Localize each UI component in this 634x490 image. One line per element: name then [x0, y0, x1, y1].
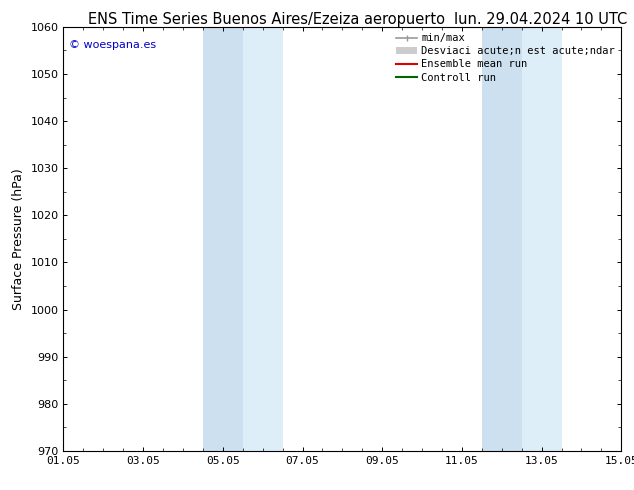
Text: © woespana.es: © woespana.es	[69, 40, 156, 49]
Bar	[522, 27, 562, 451]
Bar	[243, 27, 283, 451]
Text: lun. 29.04.2024 10 UTC: lun. 29.04.2024 10 UTC	[455, 12, 628, 27]
Legend: min/max, Desviaci acute;n est acute;ndar, Ensemble mean run, Controll run: min/max, Desviaci acute;n est acute;ndar…	[392, 29, 619, 87]
Bar	[482, 27, 522, 451]
Y-axis label: Surface Pressure (hPa): Surface Pressure (hPa)	[12, 168, 25, 310]
Text: ENS Time Series Buenos Aires/Ezeiza aeropuerto: ENS Time Series Buenos Aires/Ezeiza aero…	[87, 12, 445, 27]
Bar	[203, 27, 243, 451]
